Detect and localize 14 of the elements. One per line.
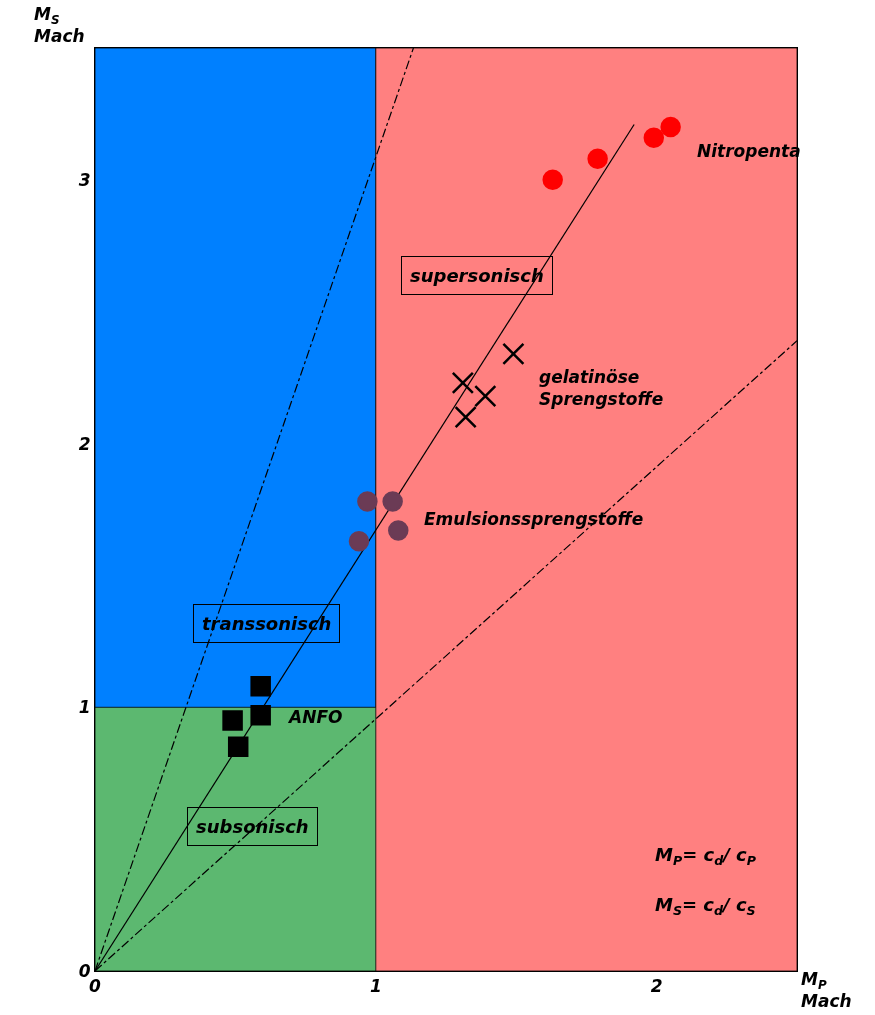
annotation: M$_{P}$= c$_{d}$/ c$_{P}$: [655, 844, 757, 868]
y-tick-label: 1: [78, 697, 91, 718]
y-tick-label: 2: [78, 433, 91, 454]
x-axis-title: M$_{P}$ Mach: [801, 969, 852, 1012]
x-tick-label: 1: [369, 976, 382, 997]
series-label: Emulsionssprengstoffe: [424, 509, 644, 529]
annotation: subsonisch: [196, 816, 309, 837]
y-tick-label: 3: [78, 169, 91, 190]
y-tick-label: 0: [78, 960, 91, 981]
annotation: M$_{S}$= c$_{d}$/ c$_{S}$: [655, 894, 756, 918]
y-axis-title: M$_{S}$ Mach: [34, 4, 85, 47]
series-label: gelatinöse Sprengstoffe: [539, 367, 664, 410]
x-tick-label: 2: [650, 976, 663, 997]
series-label: ANFO: [287, 707, 343, 727]
